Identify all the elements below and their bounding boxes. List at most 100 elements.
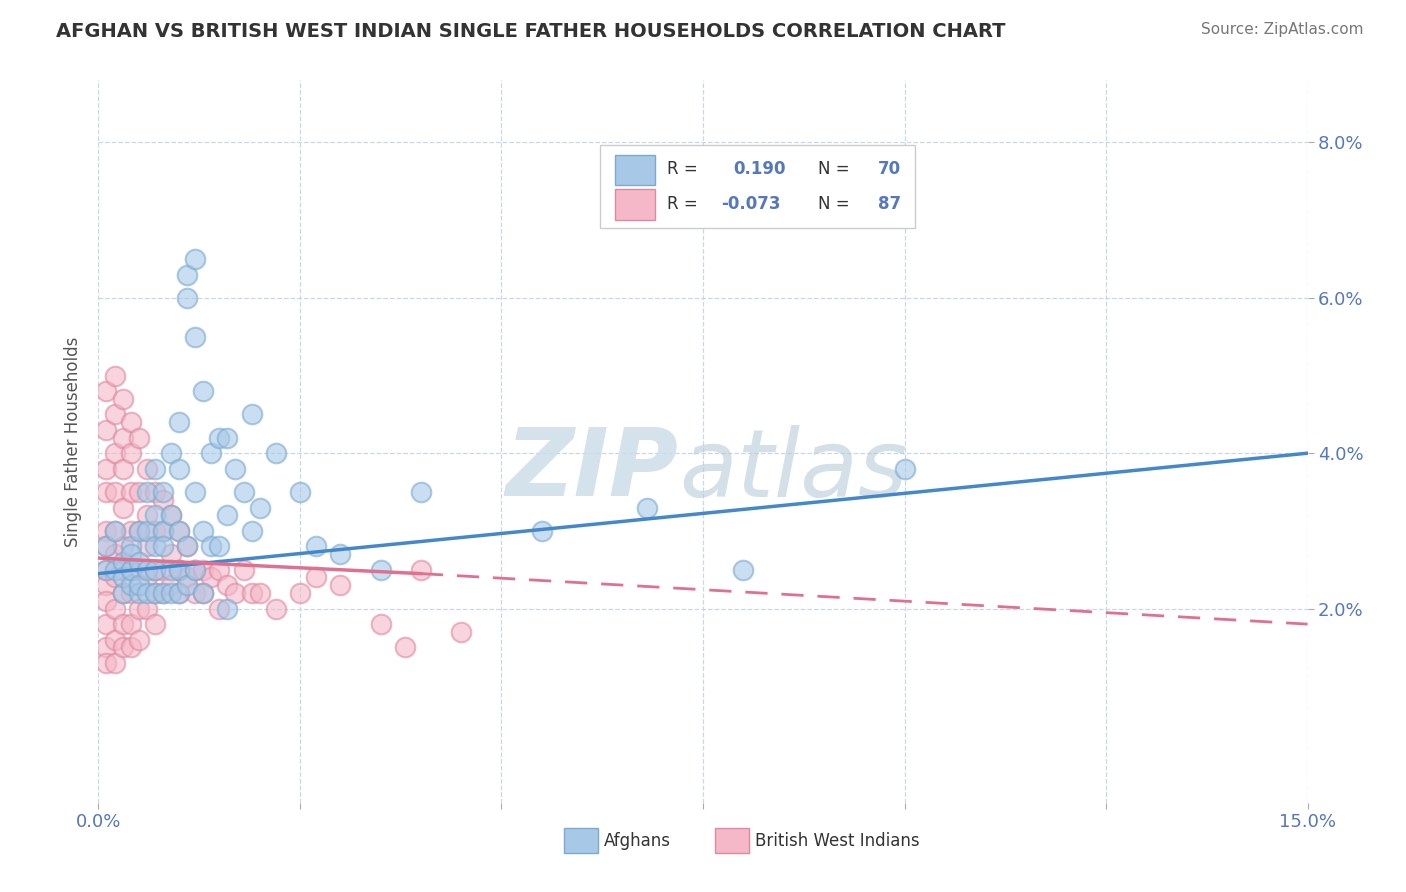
Point <box>96 461 118 475</box>
Point <box>96 594 118 608</box>
Point <box>120 563 142 577</box>
Point <box>224 461 246 475</box>
Point <box>152 540 174 554</box>
Point <box>167 586 190 600</box>
Point <box>96 578 118 592</box>
Text: 70: 70 <box>879 161 901 178</box>
Point <box>184 563 207 577</box>
Point <box>733 563 755 577</box>
Point <box>184 485 207 500</box>
Point <box>120 578 142 592</box>
Point <box>217 431 239 445</box>
Point <box>103 485 125 500</box>
Point <box>143 586 166 600</box>
Point <box>128 632 150 647</box>
Point <box>111 540 134 554</box>
Point <box>288 586 311 600</box>
Point <box>96 485 118 500</box>
Point <box>288 485 311 500</box>
Bar <box>614 189 655 219</box>
Bar <box>716 828 749 854</box>
Point <box>120 640 142 655</box>
Point <box>636 500 658 515</box>
Point <box>152 586 174 600</box>
Point <box>893 461 915 475</box>
Point <box>111 563 134 577</box>
Point <box>329 578 352 592</box>
Point <box>394 640 416 655</box>
Point <box>103 547 125 561</box>
Point <box>193 586 215 600</box>
Text: -0.073: -0.073 <box>721 194 780 213</box>
Text: British West Indians: British West Indians <box>755 832 920 850</box>
Point <box>143 563 166 577</box>
Point <box>96 617 118 632</box>
Point <box>152 563 174 577</box>
Point <box>103 570 125 584</box>
Text: Source: ZipAtlas.com: Source: ZipAtlas.com <box>1201 22 1364 37</box>
Point <box>128 555 150 569</box>
Point <box>217 601 239 615</box>
Point <box>96 384 118 398</box>
Point <box>111 640 134 655</box>
Point <box>167 415 190 429</box>
Point <box>96 563 118 577</box>
Text: N =: N = <box>818 161 849 178</box>
Point <box>103 408 125 422</box>
Point <box>160 563 183 577</box>
Point <box>96 540 118 554</box>
Point <box>193 524 215 538</box>
Text: R =: R = <box>666 161 697 178</box>
Point <box>208 563 231 577</box>
Point <box>135 540 157 554</box>
Point <box>103 656 125 670</box>
Point <box>143 617 166 632</box>
Point <box>160 578 183 592</box>
Point <box>111 500 134 515</box>
Point <box>240 586 263 600</box>
Point <box>249 586 271 600</box>
Point <box>111 392 134 406</box>
Point <box>103 524 125 538</box>
Point <box>111 570 134 584</box>
Point <box>176 291 198 305</box>
Point <box>103 446 125 460</box>
Point <box>128 586 150 600</box>
Point <box>135 601 157 615</box>
Point <box>96 656 118 670</box>
Bar <box>564 828 598 854</box>
Point <box>152 524 174 538</box>
Point <box>103 632 125 647</box>
Point <box>120 415 142 429</box>
Point <box>160 586 183 600</box>
Point <box>176 268 198 282</box>
Point <box>409 485 432 500</box>
Point <box>143 524 166 538</box>
Point <box>120 485 142 500</box>
Point <box>96 640 118 655</box>
Point <box>208 540 231 554</box>
Point <box>128 485 150 500</box>
Point <box>111 586 134 600</box>
Point <box>167 524 190 538</box>
Y-axis label: Single Father Households: Single Father Households <box>65 336 83 547</box>
Point <box>240 524 263 538</box>
Point <box>530 524 553 538</box>
Point <box>143 540 166 554</box>
Point <box>128 578 150 592</box>
Point <box>152 492 174 507</box>
Point <box>96 423 118 437</box>
Point <box>208 601 231 615</box>
Point <box>103 524 125 538</box>
Point <box>103 563 125 577</box>
Point <box>249 500 271 515</box>
Point <box>152 524 174 538</box>
Point <box>176 540 198 554</box>
Point <box>184 329 207 343</box>
Point <box>103 601 125 615</box>
Point <box>143 461 166 475</box>
Point <box>176 570 198 584</box>
Point <box>160 508 183 523</box>
Point <box>200 540 222 554</box>
Point <box>111 617 134 632</box>
